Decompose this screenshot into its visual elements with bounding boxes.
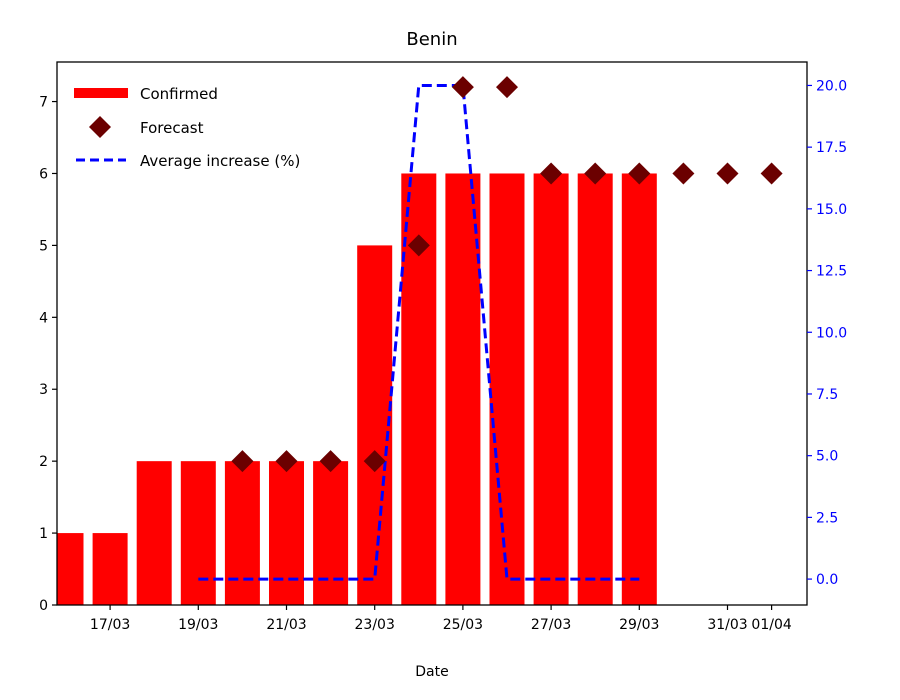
- marker-forecast-28-03: [584, 162, 607, 185]
- markers-layer: [231, 76, 783, 473]
- left-tick-label: 2: [39, 454, 48, 470]
- marker-forecast-21-03: [275, 450, 298, 473]
- legend-swatch-forecast: [89, 116, 111, 138]
- legend-swatch-confirmed: [74, 88, 128, 98]
- x-tick-label: 31/03: [707, 617, 747, 633]
- marker-forecast-29-03: [628, 162, 651, 185]
- bar-confirmed-26-03: [489, 173, 525, 606]
- marker-forecast-22-03: [319, 450, 342, 473]
- right-tick-label: 17.5: [816, 140, 847, 156]
- right-tick-label: 15.0: [816, 202, 847, 218]
- x-tick-label: 21/03: [266, 617, 306, 633]
- left-tick-label: 6: [39, 166, 48, 182]
- bar-confirmed-29-03: [621, 173, 657, 606]
- bar-confirmed-20-03: [224, 461, 260, 605]
- left-tick-label: 7: [39, 95, 48, 111]
- legend-label-average-increase: Average increase (%): [140, 152, 300, 170]
- bar-confirmed-28-03: [577, 173, 613, 606]
- marker-forecast-30-03: [672, 162, 695, 185]
- marker-forecast-01-04: [760, 162, 783, 185]
- marker-forecast-23-03: [363, 450, 386, 473]
- right-tick-label: 2.5: [816, 510, 838, 526]
- right-axis-ticks: 0.0 2.5 5.0 7.5 10.0 12.5 15.0 17.5 20.0: [807, 78, 847, 588]
- x-tick-label: 27/03: [531, 617, 571, 633]
- x-tick-label: 01/04: [751, 617, 791, 633]
- bar-confirmed-25-03: [445, 173, 481, 606]
- bar-confirmed-16-03: [57, 533, 84, 605]
- marker-forecast-31-03: [716, 162, 739, 185]
- left-tick-label: 0: [39, 598, 48, 614]
- right-tick-label: 10.0: [816, 325, 847, 341]
- right-tick-label: 12.5: [816, 264, 847, 280]
- x-tick-label: 19/03: [178, 617, 218, 633]
- bar-confirmed-21-03: [269, 461, 304, 605]
- x-axis-ticks: 17/03 19/03 21/03 23/03 25/03 27/03 29/03 31/03…: [90, 605, 792, 633]
- marker-forecast-27-03: [540, 162, 563, 185]
- left-tick-label: 3: [39, 382, 48, 398]
- right-tick-label: 0.0: [816, 572, 838, 588]
- bar-confirmed-19-03: [180, 461, 216, 605]
- legend-label-confirmed: Confirmed: [140, 85, 218, 103]
- bar-confirmed-23-03: [357, 245, 393, 605]
- chart-title: Benin: [406, 29, 457, 50]
- x-tick-label: 23/03: [355, 617, 395, 633]
- legend: Confirmed Forecast Average increase (%): [74, 85, 300, 170]
- marker-forecast-24-03: [407, 234, 430, 257]
- x-tick-label: 29/03: [619, 617, 659, 633]
- bar-confirmed-27-03: [533, 173, 569, 606]
- left-tick-label: 1: [39, 526, 48, 542]
- left-axis-ticks: 0 1 2 3 4 5 6 7: [39, 95, 57, 614]
- right-tick-label: 7.5: [816, 387, 838, 403]
- legend-label-forecast: Forecast: [140, 119, 204, 137]
- right-tick-label: 5.0: [816, 449, 838, 465]
- x-tick-label: 17/03: [90, 617, 130, 633]
- marker-forecast-25-03: [451, 76, 474, 99]
- right-tick-label: 20.0: [816, 78, 847, 94]
- marker-forecast-26-03: [496, 76, 518, 99]
- marker-forecast-20-03: [231, 450, 254, 473]
- bar-confirmed-17-03: [92, 533, 128, 605]
- bars-layer: [57, 173, 657, 606]
- plot-frame: [56, 61, 808, 606]
- left-tick-label: 4: [39, 310, 48, 326]
- bar-confirmed-22-03: [313, 461, 349, 605]
- left-tick-label: 5: [39, 238, 48, 254]
- x-axis-label: Date: [415, 664, 448, 680]
- bar-confirmed-18-03: [136, 461, 172, 605]
- x-tick-label: 25/03: [443, 617, 483, 633]
